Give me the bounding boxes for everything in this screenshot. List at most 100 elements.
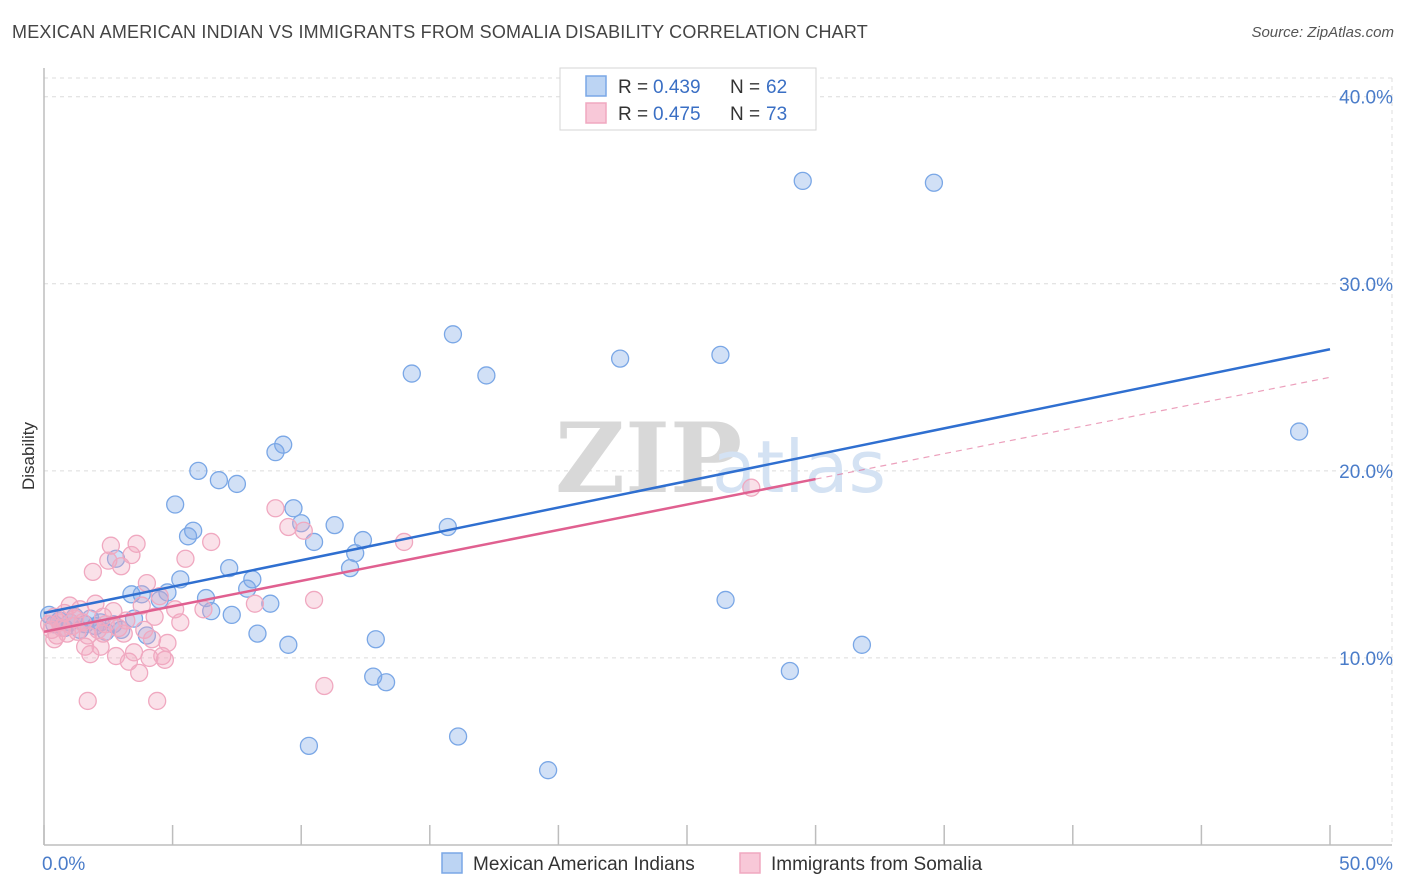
point-s1-31 xyxy=(119,652,139,671)
y-tick-label-0: 10.0% xyxy=(1339,649,1393,670)
x-tick-label-1: 50.0% xyxy=(1339,854,1393,875)
point-s0-23 xyxy=(178,527,198,546)
legend-n-value-2: 73 xyxy=(766,104,787,125)
point-s0-29 xyxy=(220,558,239,578)
point-s0-53 xyxy=(448,727,468,746)
point-s1-35 xyxy=(130,663,149,683)
point-s0-56 xyxy=(610,349,630,368)
point-s0-39 xyxy=(284,499,303,518)
series-1-points xyxy=(39,478,761,711)
x-tick-labels: 0.0% 50.0% xyxy=(42,854,1393,875)
point-s0-41 xyxy=(299,736,319,756)
y-tick-label-1: 20.0% xyxy=(1339,462,1393,483)
point-s0-36 xyxy=(266,442,285,462)
point-s0-49 xyxy=(376,673,396,692)
point-s1-56 xyxy=(304,590,324,610)
point-s1-41 xyxy=(145,607,164,626)
chart-title: MEXICAN AMERICAN INDIAN VS IMMIGRANTS FR… xyxy=(12,22,868,42)
point-s0-48 xyxy=(366,630,385,649)
trend-line-0 xyxy=(43,348,1331,615)
trend-line-1-extension xyxy=(815,376,1331,480)
point-s0-35 xyxy=(261,594,280,613)
point-s1-55 xyxy=(294,521,313,540)
legend-r-label-2: R = xyxy=(618,104,648,125)
legend-swatch-blue xyxy=(585,75,607,97)
point-s1-60 xyxy=(78,691,97,711)
point-s0-50 xyxy=(402,364,421,383)
point-s1-42 xyxy=(148,691,167,711)
point-s1-50 xyxy=(194,600,213,619)
legend-n-label-2: N = xyxy=(730,104,760,125)
point-s1-54 xyxy=(279,517,298,537)
watermark-atlas: atlas xyxy=(712,425,886,509)
trend-lines xyxy=(43,348,1331,633)
point-s0-43 xyxy=(325,515,344,535)
x-tick-label-0: 0.0% xyxy=(42,854,85,875)
point-s0-25 xyxy=(189,461,208,481)
point-s1-58 xyxy=(394,532,414,552)
series-legend-swatch-pink xyxy=(739,852,761,874)
y-tick-labels: 10.0% 20.0% 30.0% 40.0% xyxy=(1339,88,1393,670)
axes xyxy=(43,68,1392,846)
legend-r-value-1: 0.439 xyxy=(653,77,701,98)
legend: R = 0.439 N = 62 R = 0.475 N = 73 xyxy=(559,67,817,131)
point-s0-24 xyxy=(184,521,203,540)
point-s1-38 xyxy=(137,573,157,593)
legend-r-value-2: 0.475 xyxy=(653,104,701,125)
point-s0-57 xyxy=(711,345,730,365)
point-s0-34 xyxy=(248,624,267,643)
point-s0-38 xyxy=(279,635,298,654)
point-s0-21 xyxy=(166,495,185,514)
point-s0-58 xyxy=(716,590,735,610)
point-s1-36 xyxy=(132,596,151,615)
chart-source: Source: ZipAtlas.com xyxy=(1251,24,1394,41)
point-s0-59 xyxy=(780,661,800,681)
point-s0-31 xyxy=(227,474,247,494)
data-points xyxy=(39,171,1309,780)
series-legend-label-1: Mexican American Indians xyxy=(473,854,695,875)
point-s1-11 xyxy=(68,622,87,641)
point-s0-55 xyxy=(538,761,558,780)
point-s1-15 xyxy=(78,626,97,645)
point-s1-28 xyxy=(112,557,131,576)
point-s1-46 xyxy=(158,633,177,653)
point-s0-62 xyxy=(924,173,944,192)
point-s1-17 xyxy=(83,562,103,582)
point-s1-34 xyxy=(127,534,146,553)
point-s1-52 xyxy=(245,594,265,613)
legend-n-value-1: 62 xyxy=(766,77,787,98)
y-axis-title: Disability xyxy=(19,421,38,490)
series-legend: Mexican American Indians Immigrants from… xyxy=(441,852,983,875)
point-s1-48 xyxy=(171,613,190,632)
series-legend-label-2: Immigrants from Somalia xyxy=(771,854,983,875)
legend-r-label-1: R = xyxy=(618,77,648,98)
y-tick-label-2: 30.0% xyxy=(1339,275,1393,296)
point-s1-53 xyxy=(266,499,285,518)
point-s1-24 xyxy=(101,536,121,555)
point-s0-30 xyxy=(222,605,241,625)
watermark-zip: ZIP xyxy=(555,402,742,515)
point-s0-33 xyxy=(243,570,262,589)
point-s0-28 xyxy=(209,471,229,490)
point-s0-63 xyxy=(1289,422,1309,441)
point-s1-16 xyxy=(81,645,100,664)
point-s1-37 xyxy=(135,620,154,640)
point-s1-32 xyxy=(122,545,141,565)
point-s1-49 xyxy=(176,549,195,568)
point-s0-60 xyxy=(793,171,812,191)
point-s0-42 xyxy=(304,532,324,552)
series-legend-swatch-blue xyxy=(441,852,463,874)
legend-n-label-1: N = xyxy=(730,77,760,98)
point-s1-61 xyxy=(45,630,64,649)
point-s1-33 xyxy=(124,643,144,662)
point-s1-45 xyxy=(155,650,175,669)
y-tick-label-3: 40.0% xyxy=(1339,88,1393,109)
point-s1-51 xyxy=(202,532,221,552)
point-s0-54 xyxy=(477,366,496,385)
point-s1-57 xyxy=(315,676,334,696)
point-s1-40 xyxy=(142,630,162,649)
point-s1-25 xyxy=(104,602,123,621)
trend-line-1 xyxy=(43,477,816,633)
legend-swatch-pink xyxy=(585,102,607,124)
